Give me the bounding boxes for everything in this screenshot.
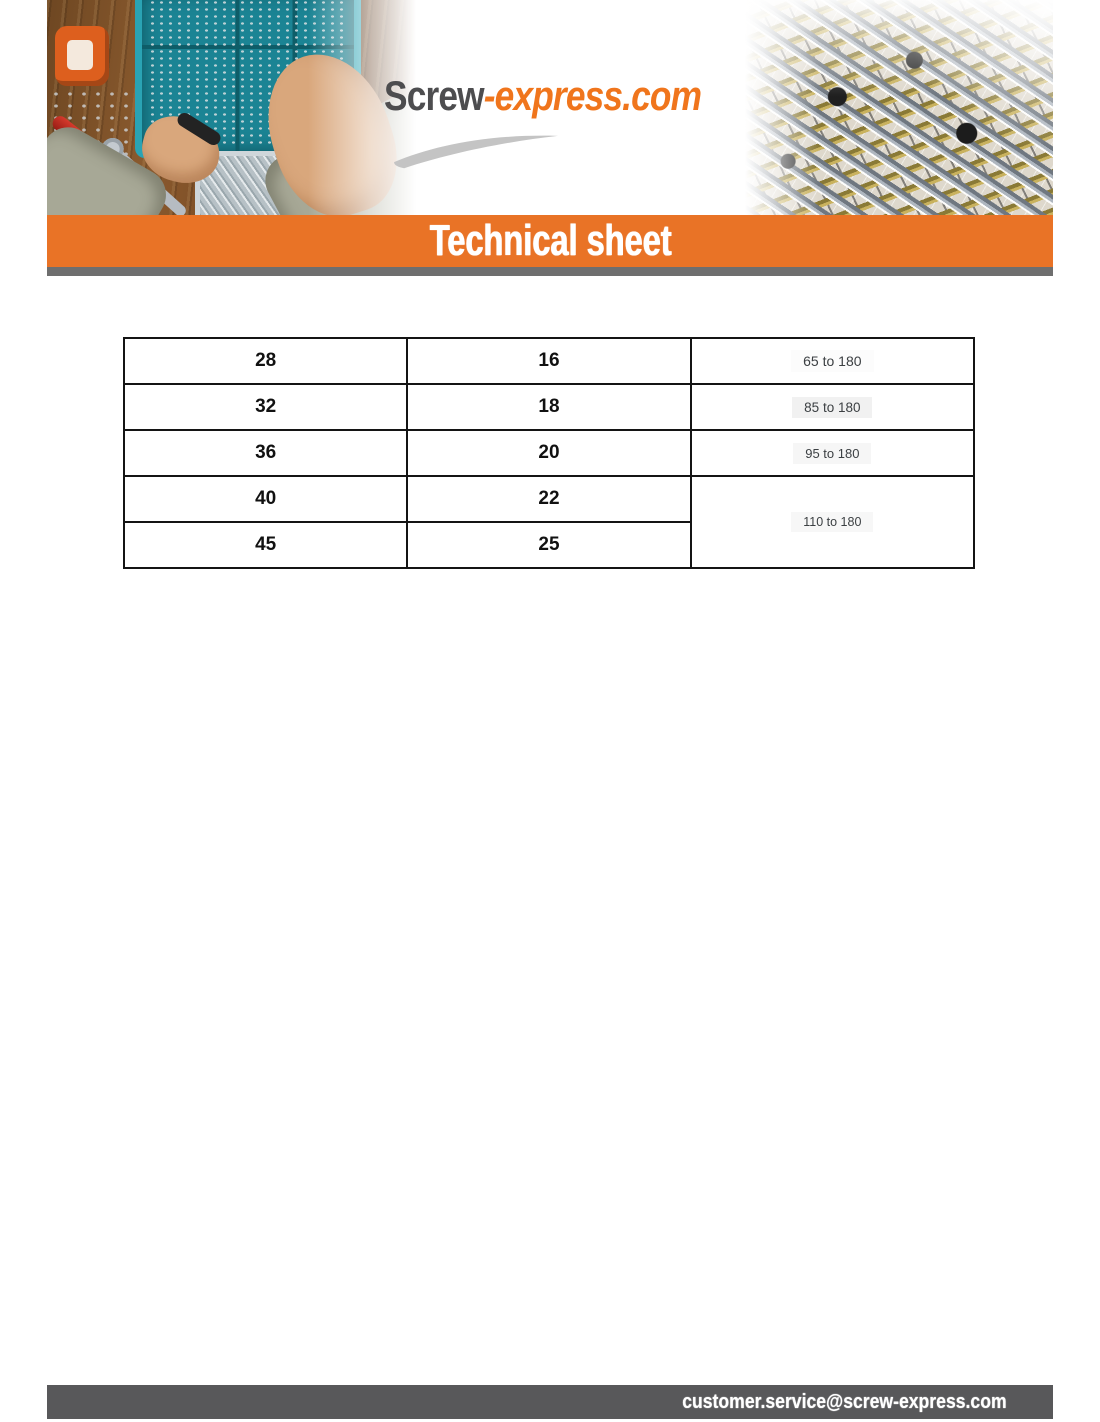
table-cell-range-merged: 110 to 180: [689, 475, 976, 569]
table-row: 32 18 85 to 180: [122, 383, 976, 431]
table-row: 40 22 110 to 180: [122, 475, 976, 569]
range-value: 95 to 180: [793, 442, 872, 464]
title-banner: Technical sheet: [47, 215, 1053, 267]
range-value: 110 to 180: [791, 512, 874, 532]
table-cell-length: 32: [122, 383, 409, 431]
table-cell-diameter: 25: [406, 521, 692, 569]
table-cell-length: 45: [122, 521, 409, 569]
photo-white-fade: [47, 0, 420, 215]
table-row: 45 25: [122, 521, 974, 569]
brand-logo-text: Screw-express.com: [384, 72, 702, 120]
table-cell-range: 95 to 180: [689, 429, 976, 477]
table-cell-length: 40: [122, 475, 409, 523]
range-value: 65 to 180: [791, 350, 874, 372]
screws-photo: [745, 0, 1053, 215]
table-cell-diameter: 20: [406, 429, 692, 477]
workbench-photo: [47, 0, 420, 215]
footer-bar: customer.service@screw-express.com: [47, 1385, 1053, 1419]
footer-email: customer.service@screw-express.com: [682, 1390, 1007, 1413]
page-title: Technical sheet: [429, 216, 671, 265]
logo-text-orange: -express.com: [483, 72, 702, 119]
brand-logo: Screw-express.com: [384, 72, 744, 172]
photo-white-fade: [745, 0, 1053, 215]
table-cell-length: 28: [122, 337, 409, 385]
banner-divider: [47, 267, 1053, 276]
table-cell-diameter: 16: [406, 337, 692, 385]
table-row: 28 16 65 to 180: [122, 337, 976, 385]
table-cell-diameter: 22: [406, 475, 692, 523]
table-cell-length: 36: [122, 429, 409, 477]
range-value: 85 to 180: [792, 396, 873, 418]
spec-table: 28 16 65 to 180 32 18 85 to 180 36 20 95…: [122, 337, 976, 569]
table-cell-diameter: 18: [406, 383, 692, 431]
table-row: 36 20 95 to 180: [122, 429, 976, 477]
logo-text-gray: Screw: [384, 72, 485, 119]
logo-swoosh-icon: [394, 135, 558, 169]
table-cell-range: 85 to 180: [689, 383, 976, 431]
table-cell-range: 65 to 180: [689, 337, 976, 385]
